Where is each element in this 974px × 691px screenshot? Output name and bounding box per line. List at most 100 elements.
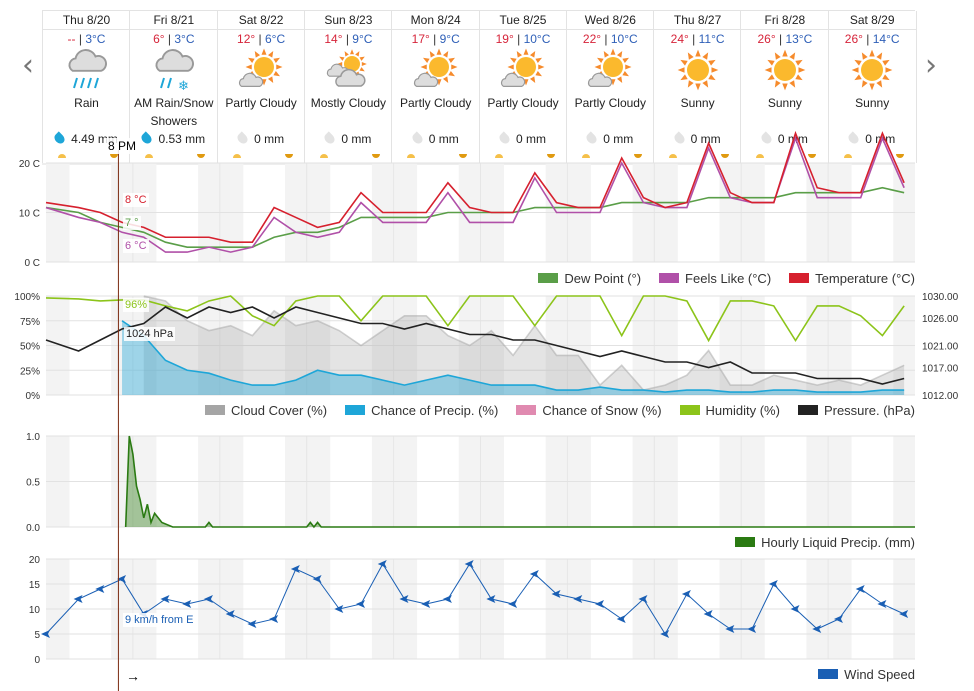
high-temp: -- [67,32,76,46]
atmosphere-legend: Cloud Cover (%) Chance of Precip. (%) Chan… [205,403,915,418]
y-tick-label: 0.0 [26,523,40,534]
legend-swatch [205,405,226,415]
y-tick-label: 0% [26,391,41,402]
hi-lo-temp: 26° | 13°C [757,32,813,46]
y-tick-label: 20 [29,555,41,566]
wind-direction-marker [594,600,604,608]
legend-item[interactable]: Cloud Cover (%) [205,403,327,418]
day-label: Thu 8/27 [654,11,742,30]
sunset-icon [110,154,118,158]
high-temp: 24° [670,32,689,46]
condition: Rain [43,94,130,130]
wind-direction-marker [616,615,626,623]
day-column[interactable]: Sat 8/22 12° | 6°C Partly Cloudy 0 mm [216,11,305,163]
low-temp: 14°C [872,32,900,46]
y-tick-label: 20 C [19,159,40,170]
prev-arrow-icon[interactable]: ‹ [22,48,34,83]
wind-direction-marker [747,625,757,633]
day-column[interactable]: Tue 8/25 19° | 10°C Partly Cloudy 0 mm [478,11,567,163]
wind-direction-marker [73,595,83,603]
precipitation-legend: Hourly Liquid Precip. (mm) [735,535,915,550]
day-column[interactable]: Mon 8/24 17° | 9°C Partly Cloudy 0 mm [391,11,480,163]
day-column[interactable]: Fri 8/28 26° | 13°C Sunny 0 mm [740,11,829,163]
sunrise-icon [232,154,241,158]
next-arrow-icon[interactable]: › [925,48,937,83]
condition-text: AM Rain/Snow [134,96,214,110]
legend-item[interactable]: Chance of Snow (%) [516,403,662,418]
legend-item[interactable]: Wind Speed [818,667,915,682]
sunrise-icon [58,154,66,158]
day-label: Tue 8/25 [479,11,567,30]
wind-legend: Wind Speed [818,667,915,682]
hi-lo-temp: 6° | 3°C [153,32,195,46]
legend-label: Cloud Cover (%) [231,403,328,418]
day-column[interactable]: Fri 8/21 6° | 3°C ❄ AM Rain/Snow Showers … [129,11,218,163]
sunset-icon [459,154,468,158]
y2-tick-label: 1026.00 [922,314,959,325]
wind-direction-marker [660,630,670,638]
high-temp: 6° [153,32,165,46]
svg-text:❄: ❄ [178,78,189,92]
sunset-icon [284,154,293,158]
y-tick-label: 50% [20,342,40,353]
legend-item[interactable]: Feels Like (°C) [659,271,771,286]
condition: Sunny [829,94,916,130]
weather-rain-icon [43,48,130,92]
sunrise-icon [319,154,328,158]
weather-mostly-cloudy-icon [305,48,392,92]
low-temp: 10°C [523,32,551,46]
wind-direction-marker [638,595,648,603]
cursor-temperature: 8 °C [123,193,149,207]
condition: Partly Cloudy [480,94,567,130]
precip-amount: 0.53 mm [130,130,217,148]
day-label: Mon 8/24 [392,11,480,30]
weather-partly-cloudy-icon [480,48,567,92]
day-column[interactable]: Sun 8/23 14° | 9°C Mostly Cloudy 0 mm [303,11,392,163]
wind-direction-marker [95,585,105,593]
legend-swatch [789,273,810,283]
wind-direction-marker [41,630,50,638]
day-label: Sat 8/22 [217,11,305,30]
wind-direction-marker [203,595,213,603]
legend-item[interactable]: Temperature (°C) [789,271,915,286]
y2-tick-label: 1021.00 [922,342,959,353]
legend-item[interactable]: Dew Point (°) [538,271,641,286]
sunrise-icon [145,154,154,158]
sunrise-icon [407,154,416,158]
high-temp: 19° [495,32,514,46]
legend-item[interactable]: Chance of Precip. (%) [345,403,498,418]
day-column[interactable]: Wed 8/26 22° | 10°C Partly Cloudy 0 mm [565,11,654,163]
low-temp: 9°C [439,32,460,46]
legend-item[interactable]: Pressure. (hPa) [797,403,915,418]
weather-partly-cloudy-icon [567,48,654,92]
sunset-icon [546,154,555,158]
sunrise-icon [494,154,503,158]
day-label: Sat 8/29 [828,11,916,30]
weather-sunny-icon [654,48,741,92]
sunset-icon [721,154,730,158]
cursor-pressure: 1024 hPa [124,327,176,341]
legend-item[interactable]: Hourly Liquid Precip. (mm) [735,535,915,550]
legend-swatch [735,537,756,547]
wind-direction-marker [877,600,887,608]
precip-text: 0 mm [428,132,459,146]
cursor-feels-like: 6 °C [123,239,149,253]
high-temp: 14° [324,32,343,46]
wind-direction-marker [312,575,322,583]
hi-lo-temp: 12° | 6°C [237,32,286,46]
weather-partly-cloudy-icon [218,48,305,92]
precip-amount: 0 mm [305,130,392,148]
day-column[interactable]: Sat 8/29 26° | 14°C Sunny 0 mm [827,11,917,163]
high-temp: 26° [844,32,863,46]
legend-swatch [797,405,818,415]
hi-lo-temp: 26° | 14°C [844,32,900,46]
y-tick-label: 5 [34,630,40,641]
day-column[interactable]: Thu 8/27 24° | 11°C Sunny 0 mm [653,11,742,163]
sunrise-icon [756,154,765,158]
legend-item[interactable]: Humidity (%) [679,403,780,418]
cloud-cover-area [143,296,905,395]
cursor-humidity: 96% [123,298,150,312]
wind-direction-marker [551,590,561,598]
y-tick-label: 0 [34,655,40,666]
